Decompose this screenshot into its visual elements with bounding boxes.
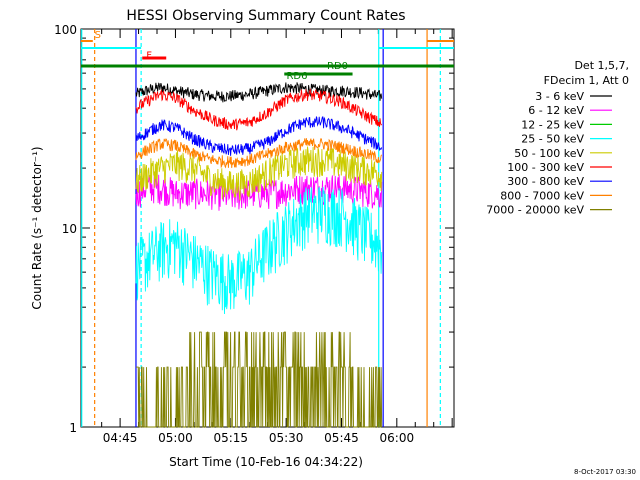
annotation-layer: S F RD0 RD6: [95, 30, 348, 82]
series-line-7: [135, 138, 383, 169]
y-axis-label: Count Rate (s⁻¹ detector⁻¹): [30, 146, 44, 309]
series-line-3: [135, 186, 383, 315]
x-tick-label: 05:00: [158, 431, 193, 445]
series-line-1: [135, 174, 383, 211]
legend-header-line-1: Det 1,5,7,: [574, 59, 629, 72]
series-layer: [135, 82, 383, 428]
annotation-s: S: [95, 30, 101, 41]
series-line-5: [135, 87, 383, 131]
footer-date: 8-Oct-2017 03:30: [574, 468, 636, 476]
legend-label-0: 3 - 6 keV: [535, 90, 584, 103]
x-tick-label: 05:30: [269, 431, 304, 445]
annotation-rd0: RD0: [327, 61, 348, 72]
legend-header-line-2: FDecim 1, Att 0: [544, 74, 629, 87]
x-tick-label: 05:45: [324, 431, 359, 445]
y-tick-label: 100: [54, 23, 77, 37]
legend-label-8: 7000 - 20000 keV: [486, 204, 584, 217]
legend-label-5: 100 - 300 keV: [507, 161, 584, 174]
y-tick-label: 10: [62, 222, 77, 236]
legend-label-4: 50 - 100 keV: [514, 147, 584, 160]
x-axis: 04:45 05:00 05:15 05:30 05:45 06:00: [101, 29, 453, 445]
legend-label-7: 800 - 7000 keV: [500, 189, 584, 202]
annotation-f: F: [146, 51, 152, 62]
chart-title: HESSI Observing Summary Count Rates: [126, 8, 405, 24]
legend-label-3: 25 - 50 keV: [521, 133, 584, 146]
series-line-4: [135, 146, 383, 201]
series-line-8: [136, 331, 383, 428]
legend-label-2: 12 - 25 keV: [521, 118, 584, 131]
x-tick-label: 04:45: [103, 431, 138, 445]
y-tick-label: 1: [69, 421, 77, 435]
series-line-6: [135, 116, 383, 156]
x-axis-label: Start Time (10-Feb-16 04:34:22): [169, 455, 363, 469]
mode-lines: [81, 29, 454, 427]
legend-label-1: 6 - 12 keV: [528, 104, 584, 117]
legend-label-6: 300 - 800 keV: [507, 175, 584, 188]
x-tick-label: 06:00: [380, 431, 415, 445]
x-tick-label: 05:15: [213, 431, 248, 445]
annotation-rd6: RD6: [286, 71, 307, 82]
